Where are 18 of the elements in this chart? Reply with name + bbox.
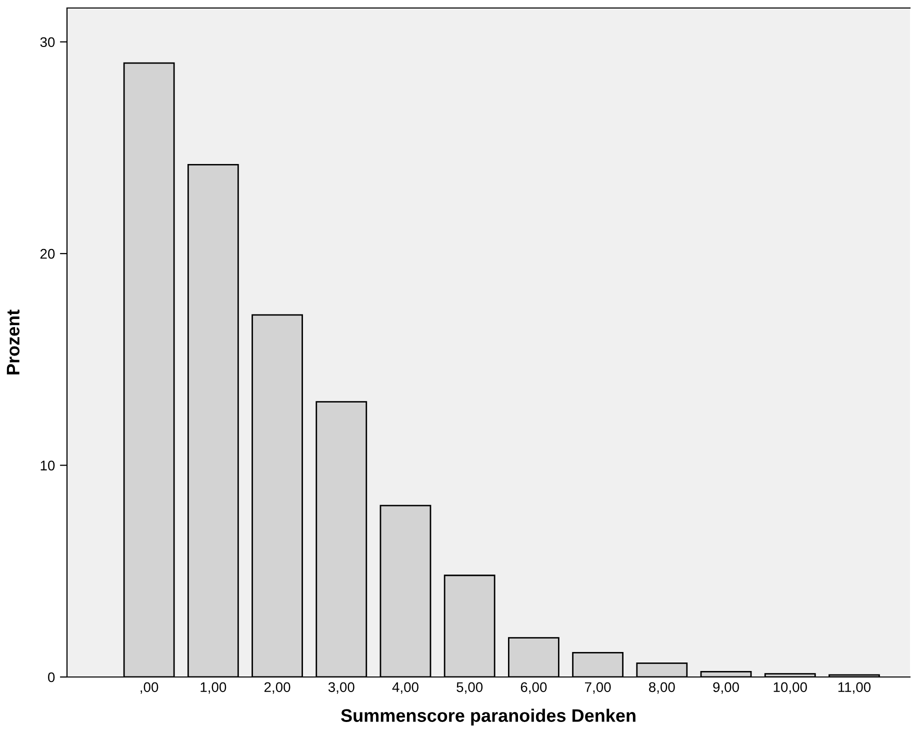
- x-tick-label: 4,00: [392, 682, 418, 694]
- x-tick-label: 10,00: [774, 682, 807, 694]
- y-tick-label: 10: [40, 460, 55, 470]
- y-axis-title: Prozent: [6, 310, 20, 374]
- x-axis-title: Summenscore paranoides Denken: [341, 708, 636, 726]
- x-tick-label: 5,00: [456, 682, 483, 694]
- x-tick-label: 8,00: [648, 682, 675, 694]
- x-tick-label: 3,00: [328, 682, 354, 694]
- x-tick-label: ,00: [140, 682, 158, 694]
- y-tick-label: 0: [48, 672, 55, 682]
- x-tick-label: 9,00: [713, 682, 739, 694]
- x-tick-label: 11,00: [838, 682, 871, 694]
- x-tick-label: 2,00: [264, 682, 290, 694]
- x-tick-label: 7,00: [585, 682, 611, 694]
- y-tick-label: 20: [40, 248, 55, 259]
- x-tick-label: 1,00: [200, 682, 226, 694]
- x-tick-label: 6,00: [520, 682, 547, 694]
- y-tick-label: 30: [40, 37, 55, 48]
